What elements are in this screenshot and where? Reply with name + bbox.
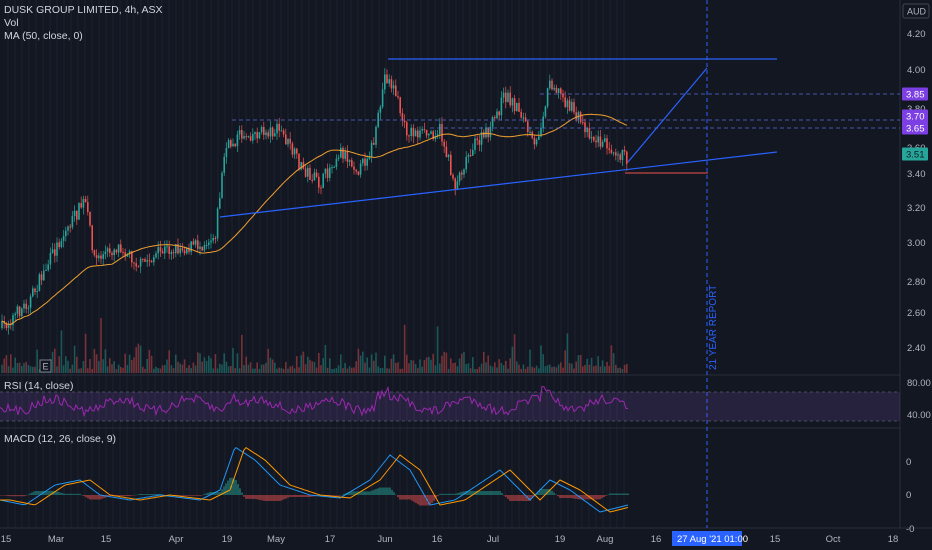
macd-line	[0, 446, 629, 513]
projection-line[interactable]	[627, 67, 708, 163]
svg-text:3.51: 3.51	[906, 150, 925, 161]
macd-axis: 0 0 -0	[906, 457, 914, 535]
time-tick: May	[267, 534, 285, 545]
vertical-grid	[7, 0, 625, 528]
symbol-title[interactable]: DUSK GROUP LIMITED, 4h, ASX	[4, 4, 163, 16]
support-trendline[interactable]	[219, 151, 778, 218]
macd-tick: -0	[906, 524, 914, 535]
time-tick: 15	[1, 534, 12, 545]
price-tag: 3.85	[902, 87, 928, 101]
time-tick: 19	[555, 534, 566, 545]
time-tick: 17	[325, 534, 336, 545]
time-highlight-bg	[672, 531, 742, 546]
macd-title[interactable]: MACD (12, 26, close, 9)	[4, 433, 117, 445]
svg-text:3.70: 3.70	[906, 112, 925, 123]
price-tag: 3.51	[902, 147, 928, 161]
svg-text:3.65: 3.65	[906, 124, 925, 135]
rsi-line	[0, 385, 629, 418]
time-tick: Apr	[169, 534, 184, 545]
price-tags: 3.85 3.703.65 3.51	[902, 87, 928, 161]
time-highlight: 27 Aug '21 01:00	[672, 531, 748, 546]
price-tag: 3.65	[902, 121, 928, 135]
price-axis[interactable]: 4.204.003.803.603.403.203.002.802.602.40	[907, 29, 926, 354]
report-annotation: 21 YEAR REPORT	[708, 285, 719, 370]
price-tick: 4.00	[907, 65, 926, 76]
currency-button[interactable]: AUD	[902, 3, 930, 19]
volume-bars	[1, 318, 628, 373]
candlestick-series	[1, 68, 628, 335]
time-tick: 19	[222, 534, 233, 545]
time-tick: 16	[651, 534, 662, 545]
rsi-legend: RSI (14, close)	[4, 380, 73, 393]
time-axis[interactable]: 15 Mar 15 Apr 19 May 17 Jun 16 Jul 19 Aug 16 15 Oct 18	[1, 534, 899, 545]
price-tick: 2.60	[907, 308, 926, 319]
svg-text:3.85: 3.85	[906, 90, 925, 101]
time-tick: Oct	[826, 534, 841, 545]
time-tick: 15	[770, 534, 781, 545]
time-tick: 15	[101, 534, 112, 545]
rsi-tick: 80.00	[907, 378, 931, 389]
price-tick: 2.80	[907, 277, 926, 288]
macd-tick: 0	[906, 490, 911, 501]
currency-label: AUD	[907, 7, 927, 17]
earnings-marker-label: E	[43, 362, 49, 372]
price-tick: 2.40	[907, 343, 926, 354]
time-tick: 16	[432, 534, 443, 545]
volume-legend[interactable]: Vol	[4, 17, 19, 29]
macd-histogram	[0, 477, 629, 506]
time-tick: Aug	[597, 534, 614, 545]
price-tick: 3.00	[907, 238, 926, 249]
rsi-tick: 40.00	[907, 410, 931, 421]
main-legend: DUSK GROUP LIMITED, 4h, ASX Vol MA (50, …	[4, 4, 163, 43]
macd-signal-line	[0, 446, 629, 513]
drawing-tools[interactable]: 21 YEAR REPORT	[219, 0, 900, 528]
ma-legend[interactable]: MA (50, close, 0)	[4, 30, 83, 42]
earnings-marker[interactable]: E	[39, 359, 52, 373]
time-tick: Jun	[377, 534, 392, 545]
price-tag: 3.70	[902, 109, 928, 123]
moving-average-line	[1, 113, 628, 325]
time-tick: Mar	[48, 534, 64, 545]
rsi-title[interactable]: RSI (14, close)	[4, 380, 74, 392]
rsi-axis: 80.00 40.00	[907, 378, 931, 421]
macd-legend: MACD (12, 26, close, 9)	[4, 433, 116, 446]
time-tick: 18	[888, 534, 899, 545]
price-tick: 3.20	[907, 203, 926, 214]
price-tick: 3.40	[907, 169, 926, 180]
price-tick: 4.20	[907, 29, 926, 40]
time-highlight-label: 27 Aug '21 01:00	[677, 534, 748, 545]
macd-tick: 0	[906, 457, 911, 468]
time-tick: Jul	[487, 534, 499, 545]
